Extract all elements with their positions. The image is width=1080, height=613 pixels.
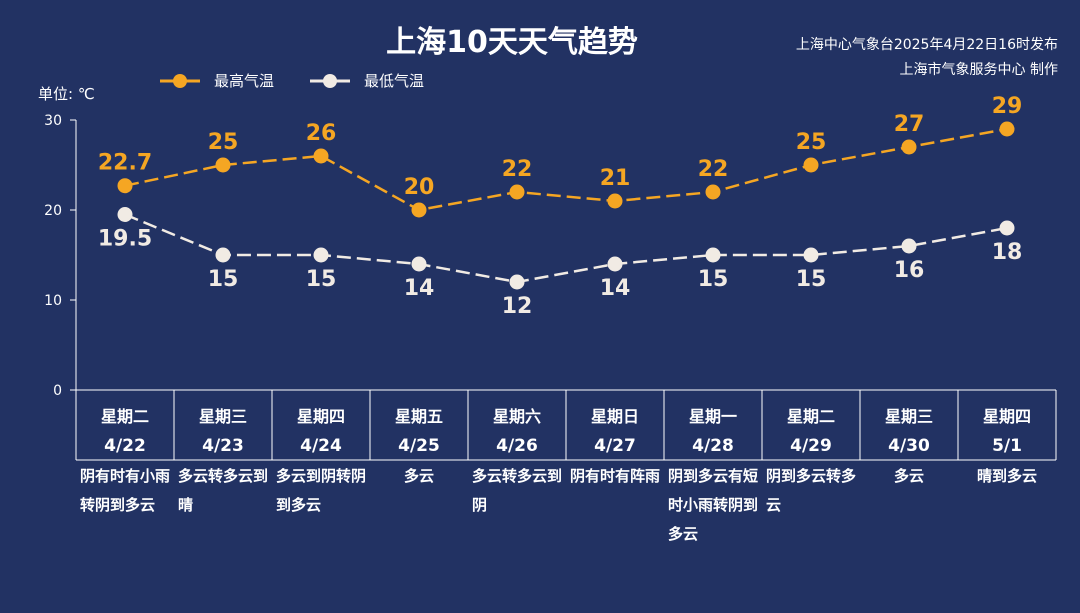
weekday-label: 星期五 <box>395 407 443 426</box>
series-high-value: 25 <box>208 130 239 155</box>
y-tick-label: 10 <box>44 293 62 309</box>
series-low-value: 14 <box>600 276 631 301</box>
source-line-1: 上海中心气象台2025年4月22日16时发布 <box>796 37 1058 53</box>
weather-description: 多云转多云到阴 <box>472 467 563 514</box>
series-low-value: 14 <box>404 276 435 301</box>
weekday-label: 星期二 <box>101 407 149 426</box>
weather-description: 阴有时有小雨转阴到多云 <box>80 467 171 514</box>
legend-low-label: 最低气温 <box>364 72 424 90</box>
series-low-point <box>509 274 525 290</box>
series-low-point <box>117 207 133 222</box>
series-low-value: 16 <box>894 258 925 283</box>
series-low-value: 15 <box>208 267 239 292</box>
y-tick-label: 0 <box>53 383 62 399</box>
series-low-value: 18 <box>992 240 1023 265</box>
series-high-point <box>803 157 819 173</box>
legend-low[interactable]: 最低气温 <box>310 72 424 90</box>
series-low-point <box>215 247 231 263</box>
series-low-value: 15 <box>306 267 337 292</box>
series-high-point <box>705 184 721 200</box>
series-high-point <box>901 139 917 155</box>
source-line-2: 上海市气象服务中心 制作 <box>900 61 1058 78</box>
legend-low-marker <box>323 74 337 88</box>
weather-description: 阴到多云有短时小雨转阴到多云 <box>668 467 759 543</box>
weekday-label: 星期三 <box>199 407 247 426</box>
date-label: 4/29 <box>790 436 832 456</box>
weekday-label: 星期四 <box>983 407 1031 426</box>
series-low-point <box>607 256 623 272</box>
series-high-line <box>124 127 1008 212</box>
series-high-value: 29 <box>992 94 1023 119</box>
date-label: 4/27 <box>594 436 636 456</box>
series-high-value: 26 <box>306 121 337 146</box>
series-high-point <box>215 157 231 173</box>
day-table-grid <box>75 390 1057 461</box>
date-label: 4/23 <box>202 436 244 456</box>
series-high-point <box>607 193 623 209</box>
legend: 最高气温 最低气温 <box>160 72 424 90</box>
series-high-value: 21 <box>600 166 631 191</box>
series-low-point <box>999 220 1015 236</box>
series-low-point <box>705 247 721 263</box>
weekday-label: 星期六 <box>493 407 541 426</box>
y-tick-label: 20 <box>44 203 62 219</box>
weather-description: 多云到阴转阴到多云 <box>276 467 367 514</box>
series-low-point <box>803 247 819 263</box>
series-high-point <box>117 178 133 194</box>
series-high-value: 27 <box>894 112 925 137</box>
date-label: 4/30 <box>888 436 930 456</box>
series-high-point <box>313 148 329 164</box>
weather-description: 多云转多云到晴 <box>178 467 269 514</box>
series-low-value: 12 <box>502 294 533 319</box>
series-high-value: 22 <box>698 157 729 182</box>
series-high-value: 22 <box>502 157 533 182</box>
weekday-label: 星期四 <box>297 407 345 426</box>
weather-description: 多云 <box>893 467 924 485</box>
series-low-point <box>901 238 917 254</box>
series-low-value: 15 <box>698 267 729 292</box>
series-high-point <box>411 202 427 218</box>
date-label: 4/25 <box>398 436 440 456</box>
legend-high-marker <box>173 74 187 88</box>
y-tick-label: 30 <box>44 113 62 129</box>
date-label: 4/22 <box>104 436 146 456</box>
series-low-value: 19.5 <box>98 227 152 252</box>
series-high-value: 25 <box>796 130 827 155</box>
series-low: 19.5 15 15 14 12 14 15 15 16 18 <box>98 207 1022 319</box>
weekday-label: 星期一 <box>689 407 737 426</box>
weather-description: 阴到多云转多云 <box>766 467 857 514</box>
series-low-point <box>411 256 427 272</box>
date-label: 4/24 <box>300 436 342 456</box>
weekday-label: 星期三 <box>885 407 933 426</box>
series-high-point <box>509 184 525 200</box>
weather-description: 多云 <box>403 467 434 485</box>
unit-label: 单位: ℃ <box>38 85 95 103</box>
series-high-value: 22.7 <box>98 151 152 176</box>
series-low-line <box>124 213 1008 284</box>
series-low-value: 15 <box>796 267 827 292</box>
series-high: 22.7 25 26 20 22 21 22 25 27 29 <box>98 94 1022 218</box>
legend-high[interactable]: 最高气温 <box>160 72 274 90</box>
series-low-point <box>313 247 329 263</box>
weather-description: 阴有时有阵雨 <box>570 467 661 485</box>
date-label: 5/1 <box>992 436 1022 456</box>
date-label: 4/28 <box>692 436 734 456</box>
legend-high-label: 最高气温 <box>214 72 274 90</box>
weekday-label: 星期二 <box>787 407 835 426</box>
date-label: 4/26 <box>496 436 538 456</box>
chart-title: 上海10天天气趋势 <box>386 25 638 60</box>
weather-description: 晴到多云 <box>976 467 1037 485</box>
series-high-point <box>999 121 1015 137</box>
weekday-label: 星期日 <box>591 407 639 426</box>
series-high-value: 20 <box>404 175 435 200</box>
day-labels: 星期二 4/22 星期三 4/23 星期四 4/24 星期五 4/25 星期六 4/26 星期日 4/… <box>101 407 1031 456</box>
